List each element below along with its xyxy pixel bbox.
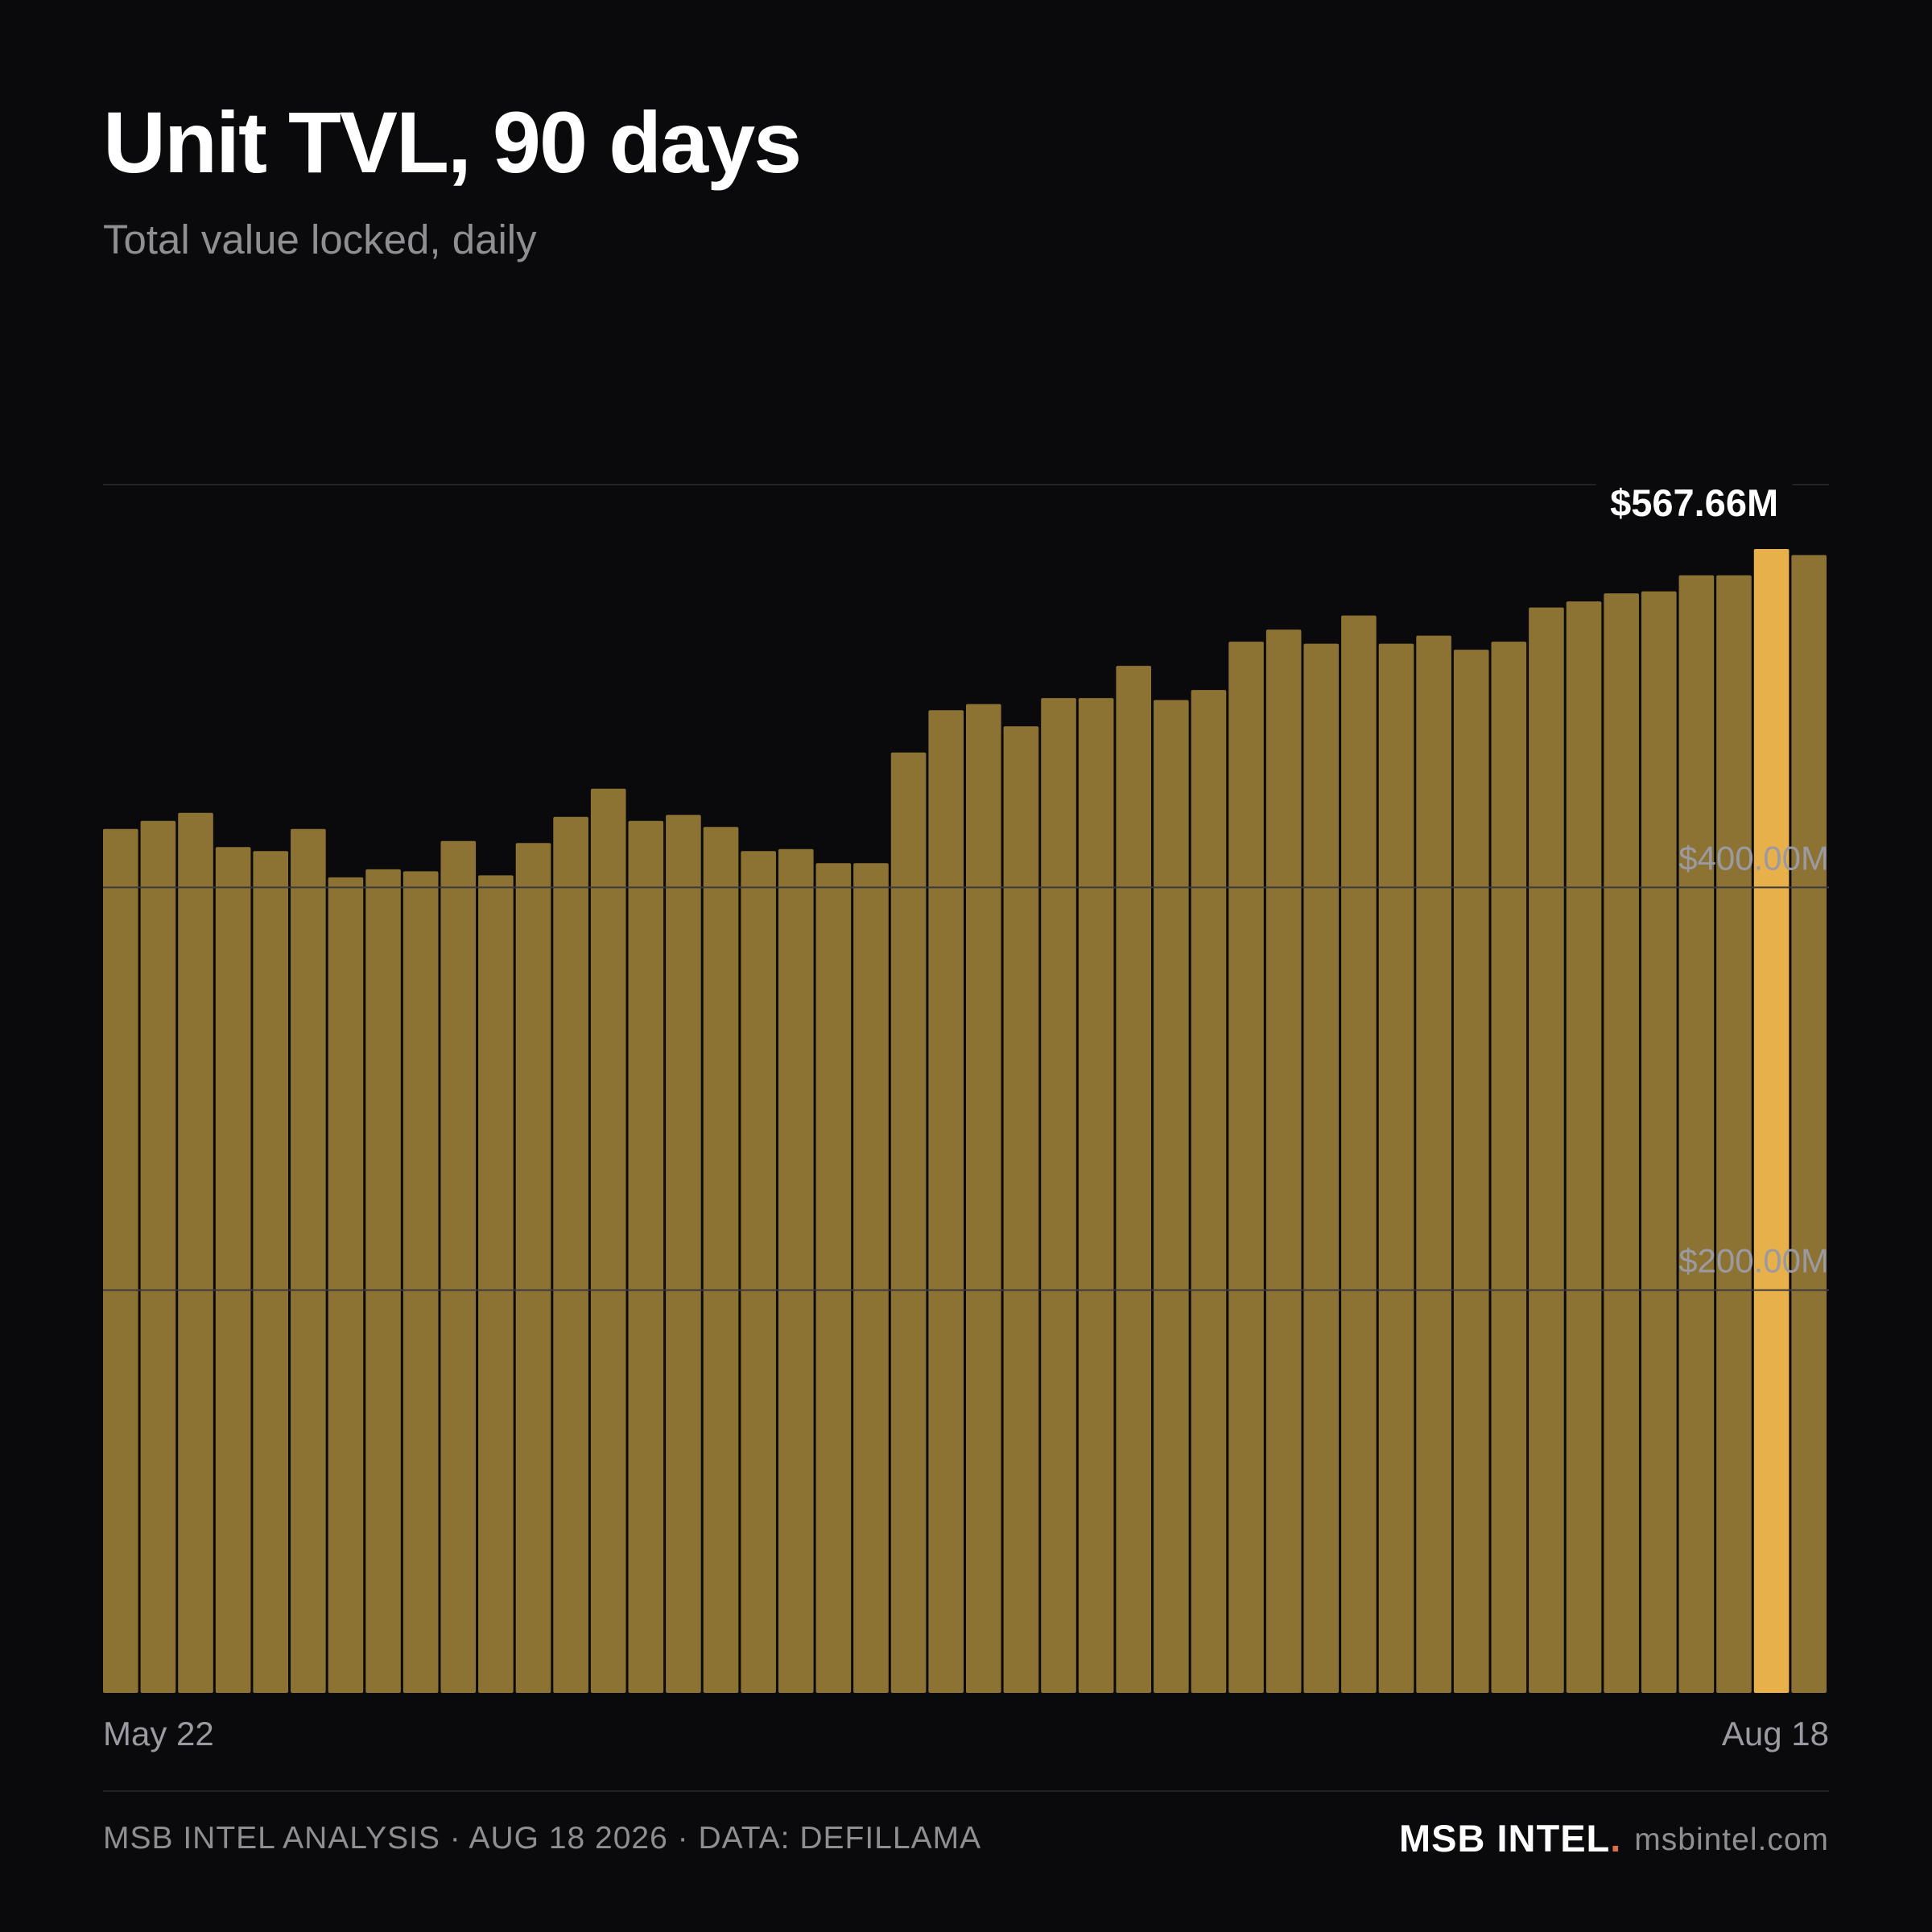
x-tick-label-start: May 22 [103, 1715, 214, 1752]
footer-divider [103, 1790, 1829, 1792]
bar [1791, 555, 1827, 1693]
bar [328, 877, 364, 1693]
x-tick-label-end: Aug 18 [1722, 1715, 1829, 1752]
bar [1491, 642, 1527, 1693]
bar [1078, 698, 1114, 1694]
bar [1041, 698, 1076, 1694]
bar [703, 827, 739, 1693]
bar [1604, 593, 1639, 1693]
bar [1116, 666, 1152, 1693]
bar [590, 788, 626, 1693]
bar [440, 840, 477, 1693]
bar [1154, 700, 1189, 1694]
labels: $400.00M $200.00M $567.66M May 22 Aug 18 [103, 470, 1829, 1752]
bar [1641, 591, 1677, 1693]
bar [1341, 615, 1377, 1693]
bar [853, 863, 889, 1693]
footer-source: MSB INTEL ANALYSIS · AUG 18 2026 · DATA:… [103, 1821, 982, 1856]
bar [553, 816, 588, 1693]
chart-title: Unit TVL, 90 days [103, 93, 802, 191]
bar [1716, 575, 1752, 1693]
bar [1529, 607, 1564, 1693]
bar [890, 752, 927, 1693]
bar [1566, 601, 1602, 1693]
bar [778, 848, 814, 1693]
bar [1303, 643, 1340, 1693]
bar [741, 851, 776, 1693]
bar [291, 828, 326, 1693]
bar [365, 869, 401, 1693]
highlight-label-bg [1596, 470, 1793, 535]
chart-subtitle: Total value locked, daily [103, 217, 537, 262]
bar [1228, 642, 1264, 1693]
gridlines [103, 484, 1829, 1291]
bar [928, 710, 964, 1694]
bar [1003, 726, 1039, 1694]
bar [478, 875, 514, 1693]
highlight-value-label: $567.66M [1610, 481, 1778, 524]
site-link[interactable]: msbintel.com [1634, 1823, 1829, 1857]
bar [253, 851, 289, 1693]
bar [402, 871, 439, 1693]
bar [1191, 690, 1227, 1694]
bar [966, 704, 1001, 1694]
bar [815, 863, 852, 1693]
bar [1416, 635, 1451, 1694]
bar [1378, 643, 1414, 1693]
brand-logo: MSB INTEL. [1399, 1816, 1621, 1860]
bars [103, 549, 1827, 1694]
bar [178, 812, 213, 1693]
bar [666, 815, 701, 1693]
bar [1453, 650, 1489, 1693]
bar [628, 820, 664, 1693]
bar [1678, 575, 1715, 1693]
bar [515, 843, 551, 1693]
bar [215, 847, 251, 1693]
y-tick-label: $400.00M [1678, 839, 1829, 877]
bar-highlight [1753, 549, 1790, 1693]
bar [1265, 630, 1302, 1693]
brand-dot: . [1610, 1817, 1622, 1860]
bar [140, 820, 176, 1693]
bar [103, 828, 138, 1693]
brand-name: MSB INTEL [1399, 1817, 1611, 1860]
y-tick-label: $200.00M [1678, 1242, 1829, 1280]
